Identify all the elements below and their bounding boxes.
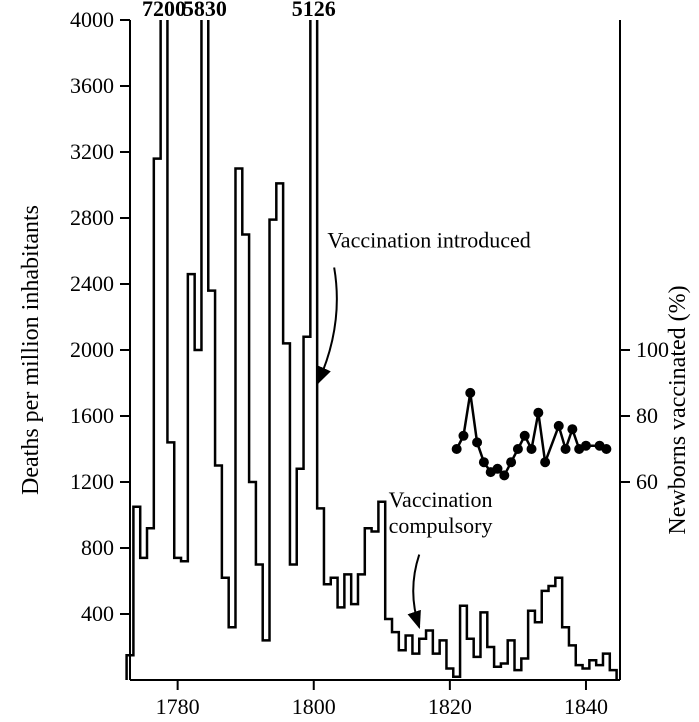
x-tick-label: 1820 — [428, 694, 472, 719]
y-left-tick-label: 400 — [81, 601, 114, 626]
y-left-tick-label: 4000 — [70, 7, 114, 32]
vaccinated-marker — [554, 421, 563, 430]
vaccinated-marker — [602, 445, 611, 454]
x-tick-label: 1840 — [564, 694, 608, 719]
y-right-tick-label: 60 — [636, 469, 658, 494]
vaccinated-marker — [500, 471, 509, 480]
vaccinated-marker — [466, 388, 475, 397]
y-left-tick-label: 800 — [81, 535, 114, 560]
vaccinated-marker — [459, 431, 468, 440]
y-left-tick-label: 1600 — [70, 403, 114, 428]
vaccinated-marker — [561, 445, 570, 454]
vaccination-compulsory-arrow — [413, 555, 419, 628]
peak-label: 7200 — [142, 0, 186, 21]
vaccinated-marker — [520, 431, 529, 440]
vaccinated-marker — [452, 445, 461, 454]
x-tick-label: 1800 — [292, 694, 336, 719]
y-left-tick-label: 2400 — [70, 271, 114, 296]
y-left-tick-label: 3200 — [70, 139, 114, 164]
peak-label: 5126 — [292, 0, 336, 21]
peak-label: 5830 — [183, 0, 227, 21]
vaccination-introduced-label: Vaccination introduced — [327, 228, 530, 253]
vaccinated-marker — [527, 445, 536, 454]
vaccinated-marker — [507, 458, 516, 467]
y-left-tick-label: 1200 — [70, 469, 114, 494]
x-tick-label: 1780 — [156, 694, 200, 719]
vaccinated-marker — [473, 438, 482, 447]
y-right-axis-label: Newborns vaccinated (%) — [665, 285, 691, 534]
y-left-tick-label: 2800 — [70, 205, 114, 230]
chart-canvas: 400 800 1200 1600 2000 2400 2800 3200 3600 4000 60… — [0, 0, 699, 722]
vaccination-introduced-arrow — [318, 268, 337, 384]
vaccinated-marker — [513, 445, 522, 454]
vaccinated-marker — [493, 464, 502, 473]
vaccinated-marker — [568, 425, 577, 434]
y-left-axis-label: Deaths per million inhabitants — [18, 205, 44, 495]
y-right-tick-label: 80 — [636, 403, 658, 428]
vaccination-compulsory-label: compulsory — [389, 513, 493, 538]
vaccinated-marker — [581, 441, 590, 450]
y-left-tick-label: 2000 — [70, 337, 114, 362]
y-left-tick-label: 3600 — [70, 73, 114, 98]
deaths-series — [127, 20, 617, 680]
vaccinated-marker — [479, 458, 488, 467]
vaccination-compulsory-label: Vaccination — [389, 487, 493, 512]
vaccinated-marker — [541, 458, 550, 467]
vaccinated-marker — [534, 408, 543, 417]
